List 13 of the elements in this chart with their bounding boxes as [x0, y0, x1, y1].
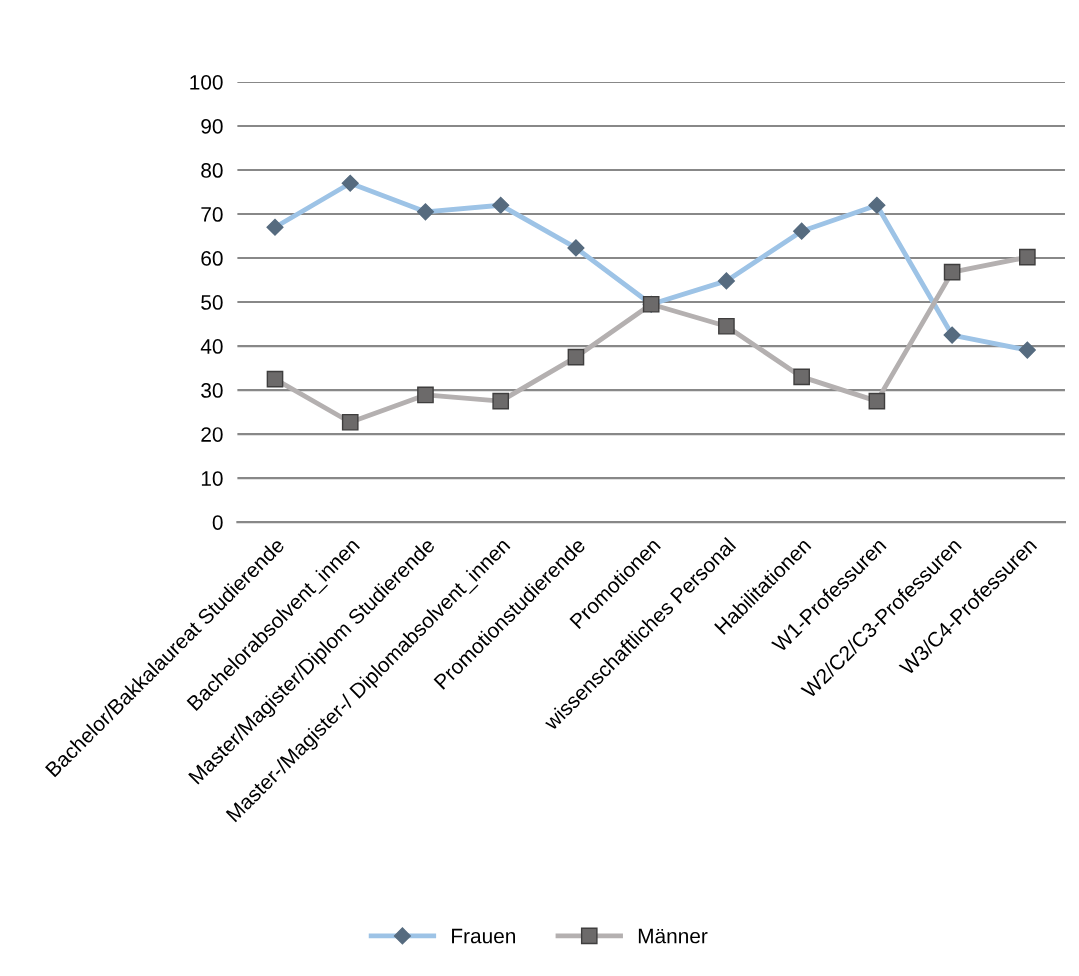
y-tick-label: 20: [201, 427, 223, 442]
y-tick-label: 40: [200, 339, 223, 354]
y-tick-label: 70: [201, 207, 223, 222]
y-tick-label: 90: [201, 119, 223, 134]
y-tick-label: 50: [201, 295, 223, 310]
y-tick-label: 10: [201, 471, 223, 486]
y-tick-label: 80: [201, 163, 223, 178]
y-tick-label: 100: [190, 74, 223, 90]
y-tick-label: 60: [201, 251, 223, 266]
legend-label: Frauen: [452, 928, 516, 944]
y-tick-label: 0: [212, 515, 223, 530]
y-tick-label: 30: [201, 383, 223, 398]
legend-label: Männer: [638, 928, 708, 944]
